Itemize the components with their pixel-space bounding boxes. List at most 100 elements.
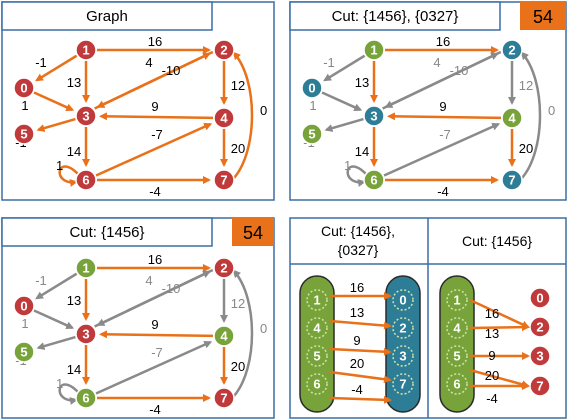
graph-label-w1a: -1 xyxy=(35,55,47,70)
cut-b-edge-2-3 xyxy=(96,268,214,326)
cut-b-node-label-1: 1 xyxy=(82,261,89,276)
cut-a-node-5 xyxy=(301,123,323,145)
graph-node-label-2: 2 xyxy=(220,43,227,58)
compare-left-edge-3 xyxy=(329,370,392,384)
graph-label-w1d: 1 xyxy=(56,158,63,173)
cut-a-label-w4: 4 xyxy=(433,55,440,70)
compare-right-a-node-6 xyxy=(446,373,468,395)
cut-b-node-4 xyxy=(213,325,235,347)
compare-right-b-node-7 xyxy=(529,375,551,397)
cut-b-badge-value: 54 xyxy=(243,223,263,243)
compare-left-b-node-7-label: 7 xyxy=(399,377,406,392)
graph-edge-3-5 xyxy=(36,117,76,132)
graph-node-1 xyxy=(75,39,97,61)
compare-right-b-node-3 xyxy=(529,345,551,367)
compare-left-header-line2: {0327} xyxy=(338,242,379,258)
cut-a-node-0 xyxy=(301,77,323,99)
graph-node-0 xyxy=(13,77,35,99)
cut-a-node-label-1: 1 xyxy=(370,43,377,58)
cut-b-node-0 xyxy=(13,295,35,317)
cut-a-edge-7-2 xyxy=(520,51,542,179)
compare-left-b-node-7 xyxy=(392,373,414,395)
cut-b-node-label-7: 7 xyxy=(220,391,227,406)
graph-edge-0-3 xyxy=(33,91,75,112)
graph-label-w10: -10 xyxy=(162,63,181,78)
cut-a-node-label-2: 2 xyxy=(508,43,515,58)
graph-edge-2-3 xyxy=(96,50,214,108)
graph-node-label-5: 5 xyxy=(20,127,27,142)
cut-b-label-w16: 16 xyxy=(148,252,162,267)
compare-left-edge-1 xyxy=(329,319,392,330)
graph-label-w13: 13 xyxy=(67,75,81,90)
cut-a-badge xyxy=(520,2,566,30)
cut-b-node-3 xyxy=(75,323,97,345)
cut-a-node-3 xyxy=(363,105,385,127)
cut-b-label-w13: 13 xyxy=(67,293,81,308)
cut-a-label-w12: 12 xyxy=(519,78,533,93)
cut-b-label-w7: -7 xyxy=(151,345,163,360)
graph-label-w4: 4 xyxy=(145,55,152,70)
cut-b-edge-0-3 xyxy=(33,309,75,330)
graph-label-w12: 12 xyxy=(231,78,245,93)
cut-a-title: Cut: {1456}, {0327} xyxy=(332,8,459,25)
compare-right-header: Cut: {1456} xyxy=(462,233,532,249)
graph-edge-7-2 xyxy=(232,51,254,179)
cut-a-edge-3-5 xyxy=(324,117,364,132)
compare-right-edge-3 xyxy=(469,368,530,389)
cut-a-label-w20: 20 xyxy=(519,141,533,156)
cut-a-label-w4b: -4 xyxy=(437,184,449,199)
cut-a-node-2 xyxy=(501,39,523,61)
compare-right-b-node-2-label: 2 xyxy=(536,320,543,335)
panel-cut-b xyxy=(1,217,275,419)
compare-right-b-node-0 xyxy=(529,287,551,309)
compare-right-b-node-0-label: 0 xyxy=(536,291,543,306)
cut-b-label-w20: 20 xyxy=(231,359,245,374)
graph-node-5 xyxy=(13,123,35,145)
graph-title: Graph xyxy=(86,8,128,25)
graph-label-w20: 20 xyxy=(231,141,245,156)
cut-a-node-4 xyxy=(501,107,523,129)
cut-a-node-7 xyxy=(501,169,523,191)
cut-a-node-label-4: 4 xyxy=(508,111,516,126)
graph-node-2 xyxy=(213,39,235,61)
compare-right-a-node-1 xyxy=(446,289,468,311)
cut-b-node-label-5: 5 xyxy=(20,345,27,360)
compare-left-b-node-2-label: 2 xyxy=(399,321,406,336)
compare-right-a-node-6-label: 6 xyxy=(453,377,460,392)
compare-right-b-node-3-label: 3 xyxy=(536,349,543,364)
compare-left-a-node-1-label: 1 xyxy=(313,293,320,308)
cut-a-edge-1-0 xyxy=(323,54,366,82)
compare-right-a-node-5 xyxy=(446,345,468,367)
cut-b-label-w1a: -1 xyxy=(35,273,47,288)
cut-b-badge xyxy=(232,218,274,246)
compare-left-b-node-0 xyxy=(392,289,414,311)
cut-a-node-label-3: 3 xyxy=(370,109,377,124)
cut-b-node-5 xyxy=(13,341,35,363)
graph-label-w9: 9 xyxy=(151,99,158,114)
cut-a-label-w0: 0 xyxy=(548,103,555,118)
cut-b-node-6 xyxy=(75,387,97,409)
cut-a-label-w14: 14 xyxy=(355,144,369,159)
cut-a-label-w1a: -1 xyxy=(323,55,335,70)
cut-a-label-w9: 9 xyxy=(439,99,446,114)
compare-left-a-node-1 xyxy=(306,289,328,311)
cut-a-label-w13: 13 xyxy=(355,75,369,90)
cut-a-edge-2-3 xyxy=(384,50,502,108)
compare-right-weight-2: 9 xyxy=(488,348,495,363)
cut-a-label-w16: 16 xyxy=(436,34,450,49)
cut-a-edge-6-6 xyxy=(346,165,367,187)
compare-left-a-node-6 xyxy=(306,373,328,395)
cut-a-label-w7: -7 xyxy=(439,127,451,142)
cut-b-label-w1b: 1 xyxy=(21,316,28,331)
compare-left-weight-4: -4 xyxy=(351,382,363,397)
graph-edge-6-6 xyxy=(58,165,79,187)
cut-b-label-w14: 14 xyxy=(67,362,81,377)
cut-b-edge-1-0 xyxy=(35,272,78,300)
compare-left-b-node-3 xyxy=(392,345,414,367)
compare-right-weight-3: 20 xyxy=(485,368,499,383)
compare-left-a-node-5 xyxy=(306,345,328,367)
graphs-layer: 16-11-1134-1012914-720-4011203546716-11-… xyxy=(13,34,555,417)
graph-label-w14: 14 xyxy=(67,144,81,159)
